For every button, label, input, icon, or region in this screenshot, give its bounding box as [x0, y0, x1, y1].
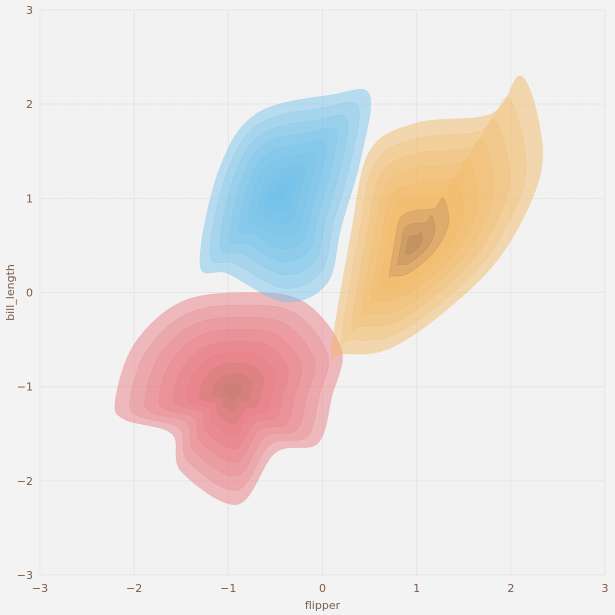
kde-contour-blue-3: [229, 127, 338, 262]
tick-labels: −3 −2 −1 0 1 2 3 −3 −2 −1 0 1 2 3: [17, 4, 609, 595]
y-tick-label-0: −3: [17, 569, 33, 582]
kde-contour-orange-7: [397, 215, 436, 266]
x-tick-label-4: 1: [413, 582, 420, 595]
y-tick-label-2: −1: [17, 381, 33, 394]
kde-series-orange: [331, 75, 543, 360]
kde-contour-blue-7: [265, 174, 297, 214]
x-tick-label-6: 3: [602, 582, 609, 595]
kde-contour-orange-0: [331, 75, 543, 360]
kde-contour-red-7: [211, 373, 253, 412]
y-tick-label-6: 3: [26, 4, 33, 17]
kde-contour-orange-6: [388, 197, 450, 278]
kde-contour-blue-1: [209, 102, 360, 289]
kde-contour-blue-8: [273, 184, 288, 203]
y-tick-label-5: 2: [26, 98, 33, 111]
kde-contour-orange-3: [361, 138, 495, 318]
kde-contour-blue-0: [199, 88, 372, 303]
y-axis-label: bill_length: [4, 264, 17, 321]
kde-contour-blue-4: [239, 140, 327, 250]
kde-contour-red-1: [129, 304, 329, 491]
grid: [39, 9, 606, 576]
y-tick-label-4: 1: [26, 192, 33, 205]
x-axis-label: flipper: [305, 599, 341, 612]
kde-contour-blue-6: [257, 163, 307, 225]
kde-contour-orange-2: [351, 118, 511, 331]
x-tick-label-3: 0: [319, 582, 326, 595]
x-tick-label-2: −1: [220, 582, 236, 595]
kde-contour-red-6: [199, 363, 265, 424]
x-tick-label-5: 2: [507, 582, 514, 595]
kde-contour-red-3: [158, 328, 302, 463]
kde-series-blue: [199, 88, 372, 303]
x-tick-label-0: −3: [32, 582, 48, 595]
kde-series-red: [114, 292, 343, 505]
x-tick-label-1: −2: [126, 582, 142, 595]
kde-layer: [114, 75, 543, 505]
y-tick-label-1: −2: [17, 475, 33, 488]
kde-contour-orange-8: [405, 231, 423, 255]
kde-contour-orange-1: [341, 97, 527, 346]
kde-contour-blue-2: [219, 115, 349, 276]
kde-contour-orange-4: [370, 158, 479, 304]
kde-contour-red-8: [223, 383, 243, 401]
kde-contour-blue-5: [248, 152, 317, 237]
kde-contour-orange-5: [379, 178, 464, 291]
kde-contour-red-5: [186, 352, 277, 437]
kde-contour-red-0: [114, 292, 343, 505]
kde-contour-red-2: [144, 316, 316, 477]
kde-contour-red-4: [172, 340, 289, 450]
y-tick-label-3: 0: [26, 287, 33, 300]
